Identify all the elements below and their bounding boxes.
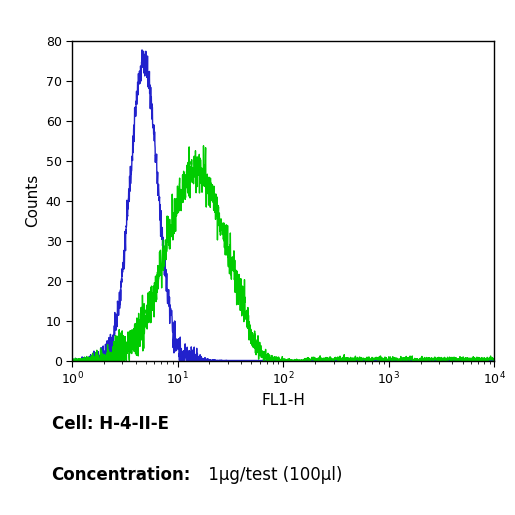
Y-axis label: Counts: Counts [25, 174, 40, 228]
X-axis label: FL1-H: FL1-H [261, 393, 305, 408]
Text: Concentration:: Concentration: [52, 466, 191, 484]
Text: 1μg/test (100μl): 1μg/test (100μl) [203, 466, 343, 484]
Text: Cell: H-4-II-E: Cell: H-4-II-E [52, 415, 168, 433]
